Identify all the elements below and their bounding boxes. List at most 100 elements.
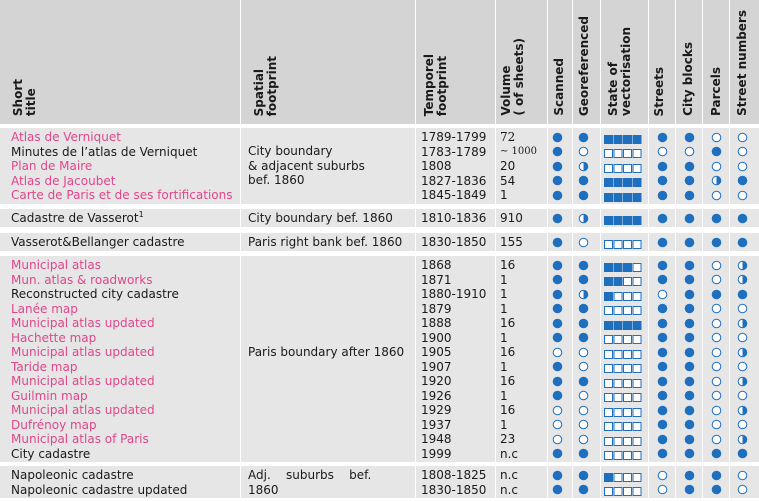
streets-status-icon	[657, 303, 668, 317]
temporal-footprint: 1888	[421, 316, 452, 330]
parcels-status-icon	[711, 161, 722, 175]
map-title: Municipal atlas of Paris	[11, 432, 149, 447]
numbers-status-icon	[737, 376, 748, 390]
map-title: Taride map	[11, 360, 77, 375]
georef-status-icon	[578, 190, 589, 204]
map-title-text: Guilmin map	[11, 388, 88, 403]
streets-status-icon	[657, 405, 668, 419]
table-row: Atlas de Verniquet 1789-1799 72	[0, 130, 759, 145]
scanned-status-icon	[552, 213, 563, 227]
streets-status-icon	[657, 419, 668, 433]
parcels-status-icon	[711, 332, 722, 346]
header-spatial: Spatial footprint	[252, 55, 279, 116]
vectorisation-state-icon	[604, 333, 642, 347]
parcels-status-icon	[711, 347, 722, 361]
map-title-text: Hachette map	[11, 330, 97, 345]
georef-status-icon	[578, 318, 589, 332]
parcels-status-icon	[711, 213, 722, 227]
column-divider	[415, 0, 416, 501]
scanned-status-icon	[552, 175, 563, 189]
streets-status-icon	[657, 484, 668, 498]
streets-status-icon	[657, 318, 668, 332]
temporal-footprint: 1905	[421, 345, 452, 359]
scanned-status-icon	[552, 376, 563, 390]
georef-status-icon	[578, 260, 589, 274]
streets-status-icon	[657, 132, 668, 146]
temporal-footprint: 1808-1825	[421, 468, 487, 482]
sheet-volume: 54	[500, 173, 516, 188]
spatial-footprint: City boundary bef. 1860	[248, 211, 393, 225]
numbers-status-icon	[737, 448, 748, 462]
numbers-status-icon	[737, 237, 748, 251]
scanned-status-icon	[552, 161, 563, 175]
scanned-status-icon	[552, 274, 563, 288]
vectorisation-state-icon	[604, 238, 642, 252]
column-divider	[495, 0, 496, 501]
parcels-status-icon	[711, 260, 722, 274]
sheet-volume: 155	[500, 235, 523, 249]
parcels-status-icon	[711, 190, 722, 204]
parcels-status-icon	[711, 390, 722, 404]
map-title-text: Minutes de l’atlas de Verniquet	[11, 144, 198, 159]
sheet-volume: 1	[500, 287, 508, 301]
spatial-footprint: Adj. suburbs bef.	[248, 468, 372, 482]
blocks-status-icon	[684, 318, 695, 332]
map-title: Dufrénoy map	[11, 418, 97, 433]
georef-status-icon	[578, 175, 589, 189]
georef-status-icon	[578, 419, 589, 433]
table-row: Municipal atlas updated 1905 16	[0, 345, 759, 360]
table-row: Reconstructed city cadastre 1880-1910 1	[0, 287, 759, 302]
numbers-status-icon	[737, 419, 748, 433]
scanned-status-icon	[552, 146, 563, 160]
vectorisation-state-icon	[604, 377, 642, 391]
map-title: City cadastre	[11, 447, 90, 462]
streets-status-icon	[657, 213, 668, 227]
numbers-status-icon	[737, 213, 748, 227]
temporal-footprint: 1929	[421, 403, 452, 417]
column-divider	[240, 0, 241, 501]
table-row: Municipal atlas 1868 16	[0, 258, 759, 273]
blocks-status-icon	[684, 361, 695, 375]
group-divider	[0, 207, 759, 209]
blocks-status-icon	[684, 175, 695, 189]
map-title: Cadastre de Vasserot1	[11, 211, 144, 226]
map-title: Plan de Maire	[11, 159, 92, 174]
sheet-volume: 1	[500, 417, 508, 432]
vectorisation-state-icon	[604, 420, 642, 434]
column-divider	[702, 0, 703, 501]
numbers-status-icon	[737, 274, 748, 288]
column-divider	[547, 0, 548, 501]
vectorisation-state-icon	[604, 391, 642, 405]
vectorisation-state-icon	[604, 485, 642, 499]
parcels-status-icon	[711, 146, 722, 160]
temporal-footprint: 1789-1799	[421, 130, 487, 144]
map-title: Guilmin map	[11, 389, 88, 404]
header-volume: Volume ( of sheets)	[499, 38, 526, 116]
vectorisation-state-icon	[604, 435, 642, 449]
scanned-status-icon	[552, 332, 563, 346]
header-blocks: City blocks	[681, 42, 695, 116]
blocks-status-icon	[684, 190, 695, 204]
blocks-status-icon	[684, 132, 695, 146]
map-title-text: Lanée map	[11, 301, 78, 316]
table-row: Cadastre de Vasserot1 1810-1836 910	[0, 211, 759, 226]
vectorisation-state-icon	[604, 406, 642, 420]
sheet-volume: 1	[500, 330, 508, 345]
parcels-status-icon	[711, 376, 722, 390]
sheet-volume: 1	[500, 272, 508, 287]
georef-status-icon	[578, 405, 589, 419]
temporal-footprint: 1879	[421, 301, 452, 316]
blocks-status-icon	[684, 213, 695, 227]
sheet-volume: 910	[500, 211, 523, 225]
numbers-status-icon	[737, 289, 748, 303]
vectorisation-state-icon	[604, 471, 642, 485]
map-title: Mun. atlas & roadworks	[11, 273, 152, 288]
map-title: Vasserot&Bellanger cadastre	[11, 235, 185, 250]
parcels-status-icon	[711, 434, 722, 448]
sheet-volume: 72	[500, 130, 516, 144]
spatial-footprint: & adjacent suburbs	[248, 158, 365, 173]
map-title: Municipal atlas	[11, 258, 101, 273]
georef-status-icon	[578, 376, 589, 390]
georef-status-icon	[578, 347, 589, 361]
table-row: Carte de Paris et de ses fortifications 1…	[0, 188, 759, 203]
